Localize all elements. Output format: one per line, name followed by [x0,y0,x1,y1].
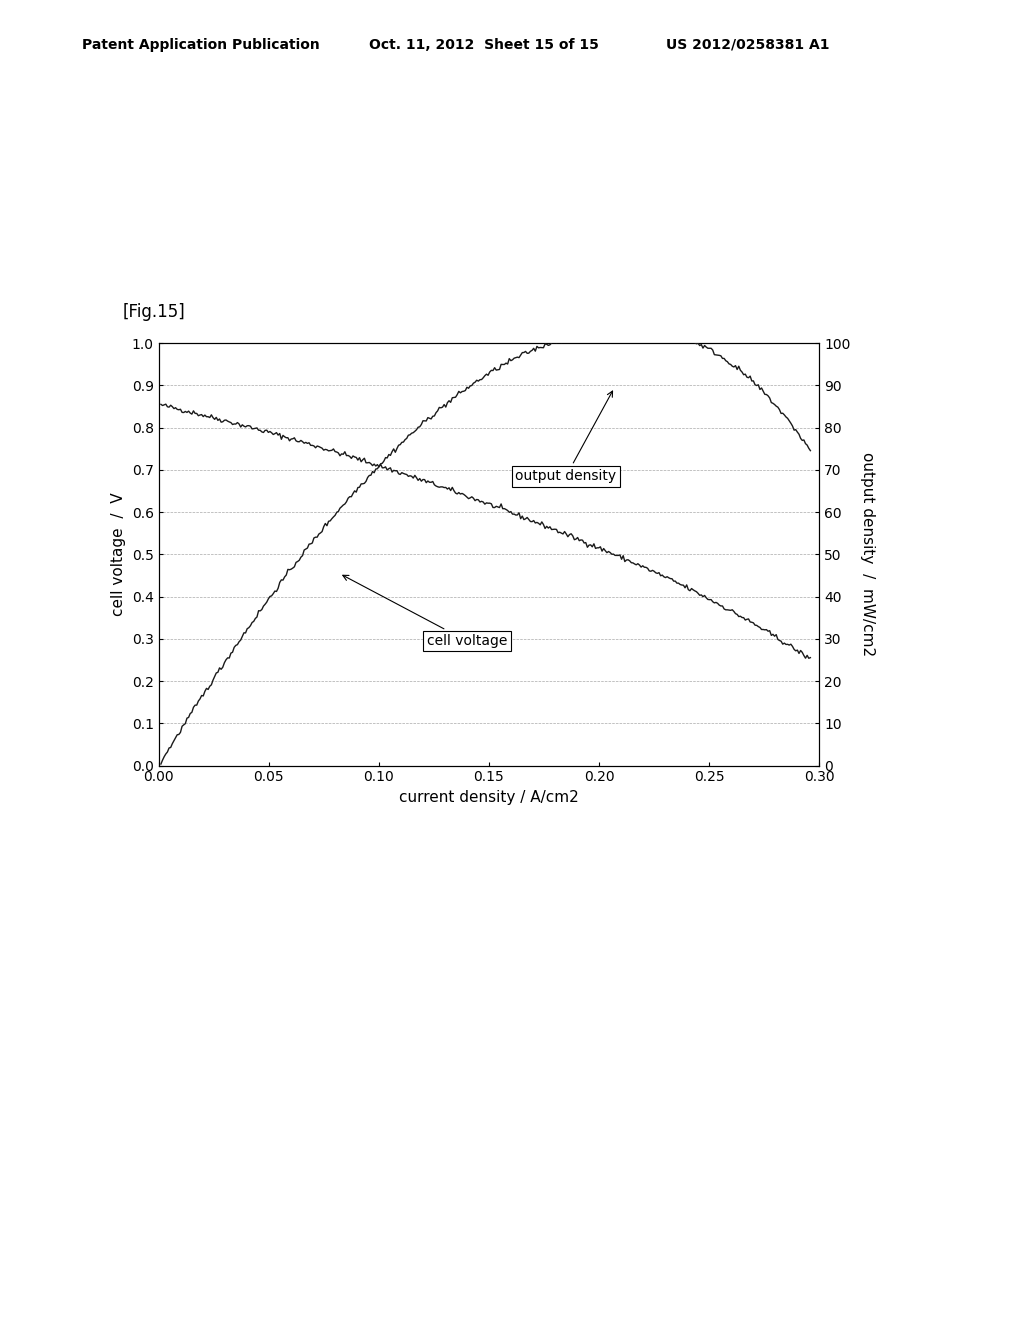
X-axis label: current density / A/cm2: current density / A/cm2 [399,789,579,805]
Y-axis label: cell voltage  /  V: cell voltage / V [112,492,126,616]
Text: output density: output density [515,391,616,483]
Text: US 2012/0258381 A1: US 2012/0258381 A1 [666,38,829,51]
Text: Oct. 11, 2012  Sheet 15 of 15: Oct. 11, 2012 Sheet 15 of 15 [369,38,598,51]
Y-axis label: output density  /  mW/cm2: output density / mW/cm2 [860,453,876,656]
Text: cell voltage: cell voltage [343,576,507,648]
Text: Patent Application Publication: Patent Application Publication [82,38,319,51]
Text: [Fig.15]: [Fig.15] [123,302,185,321]
